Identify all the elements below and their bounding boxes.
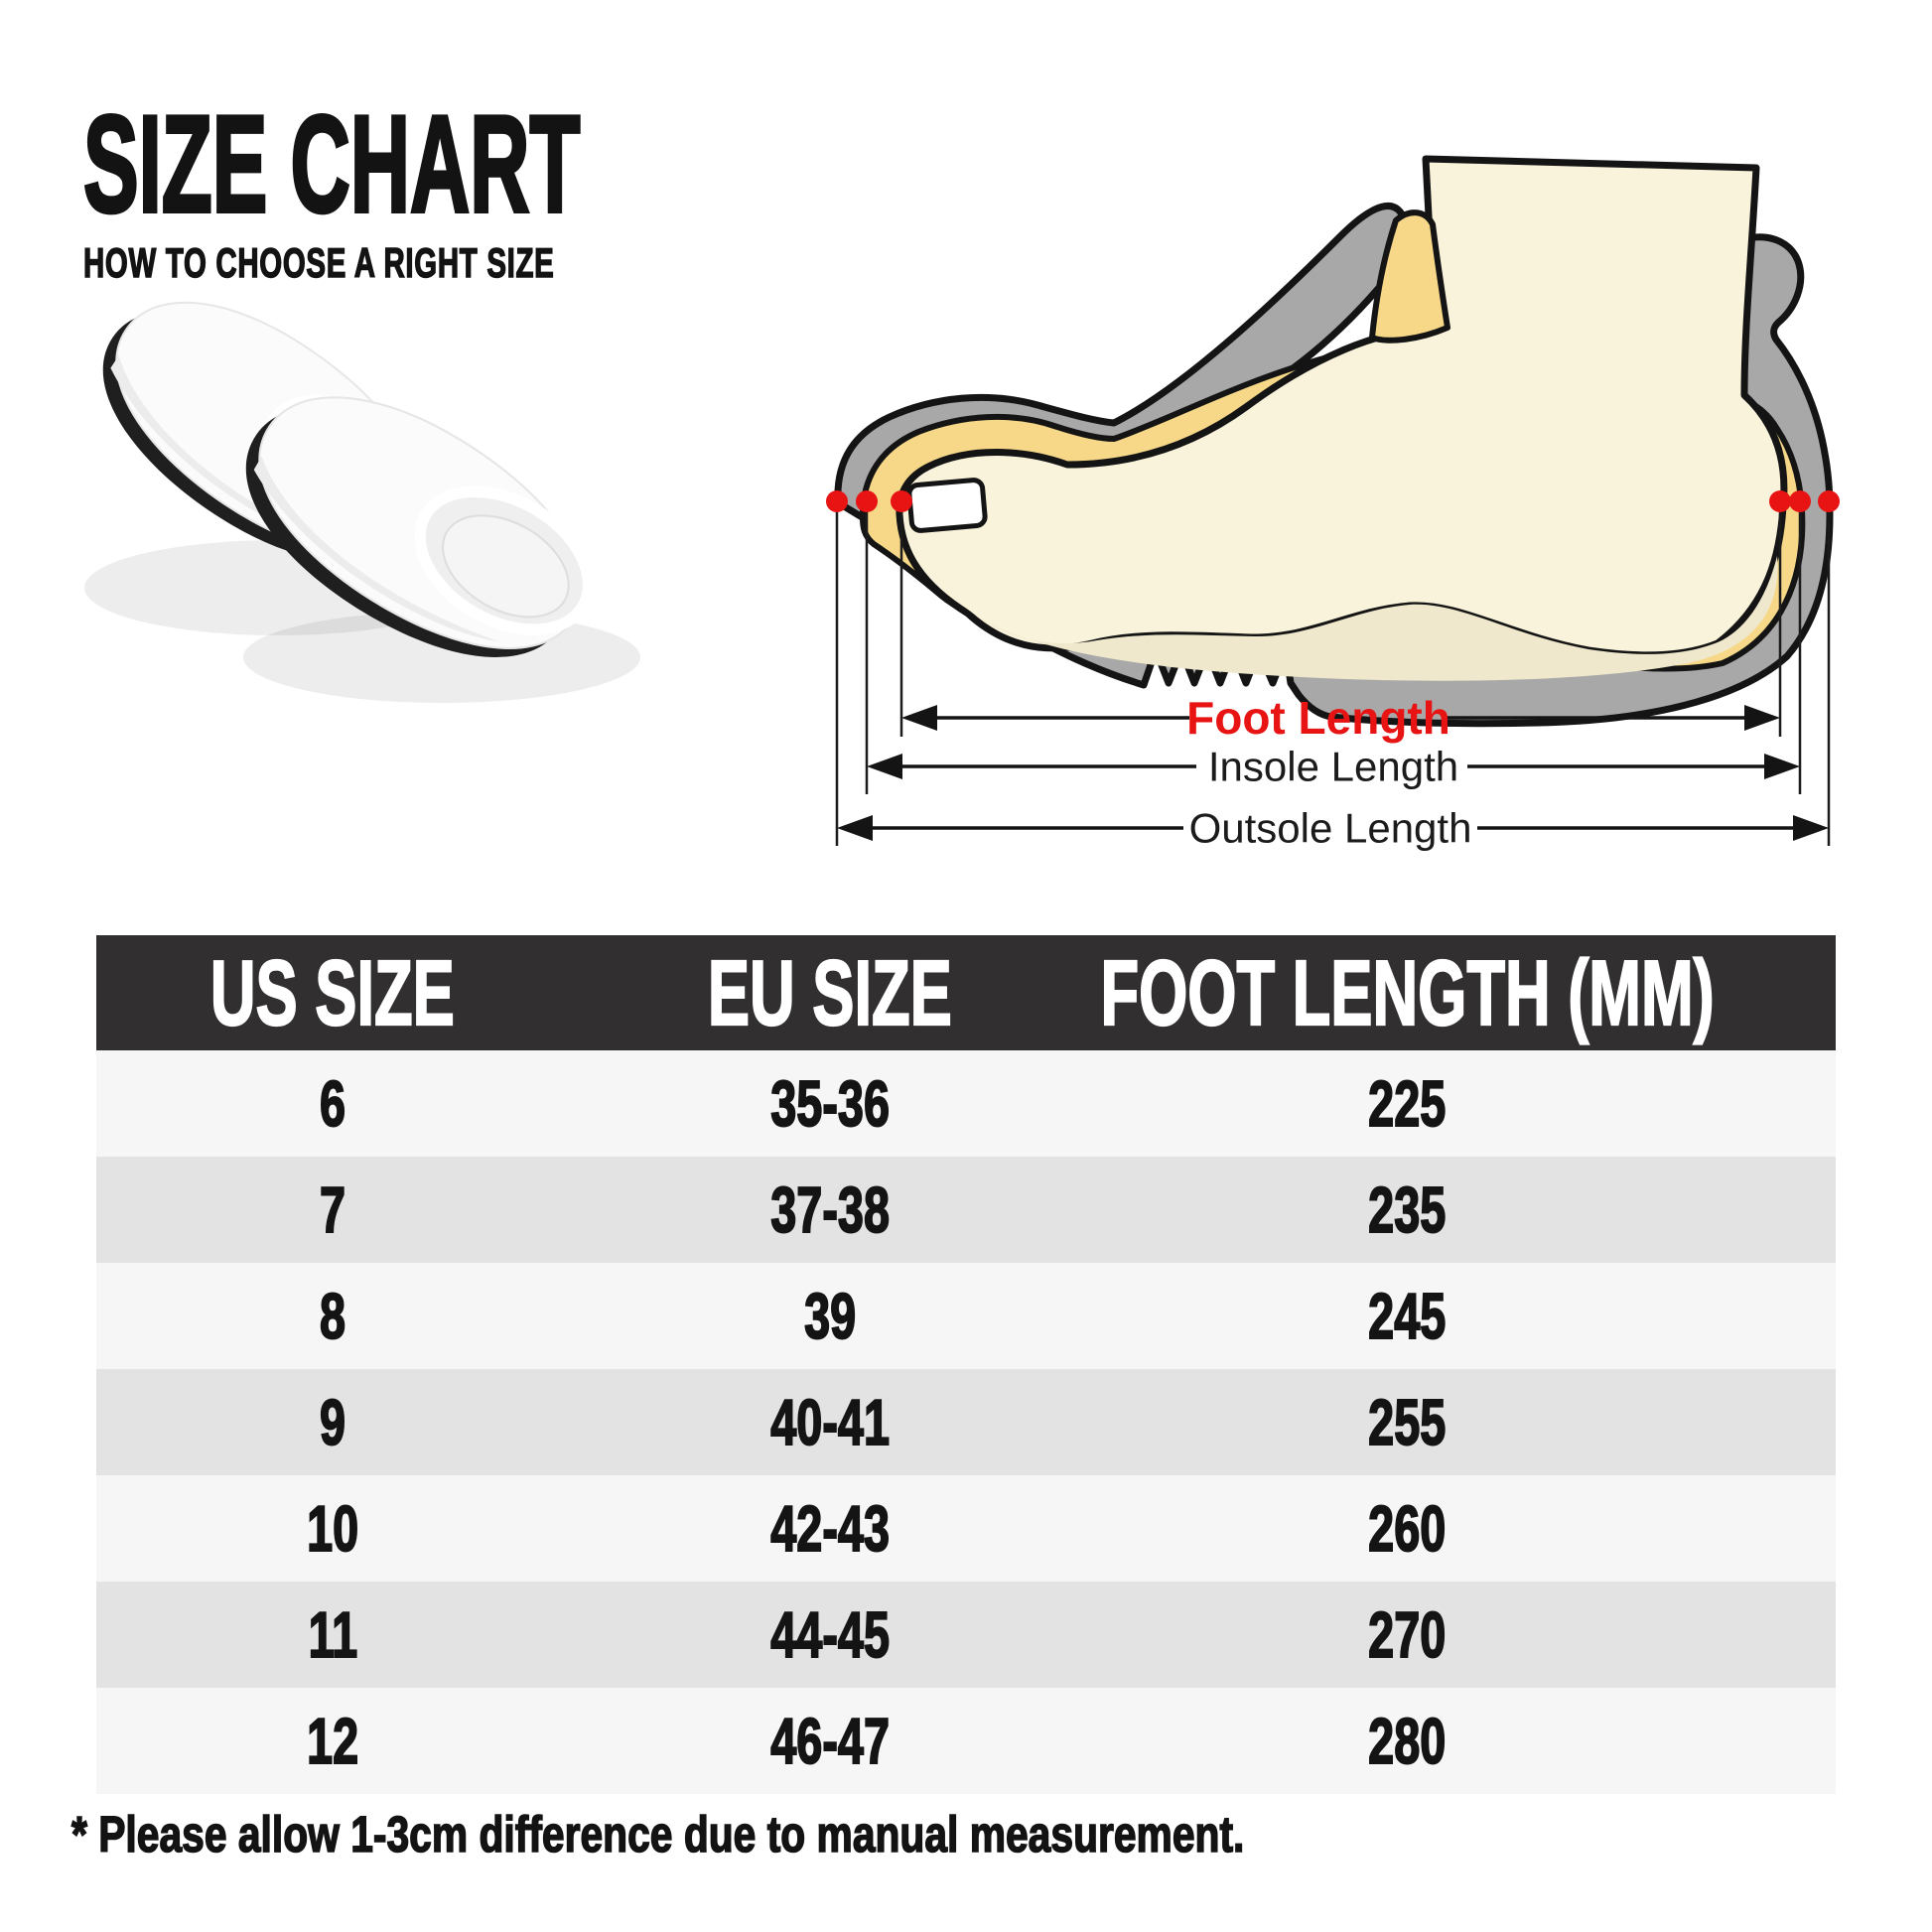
us-size-cell: 9: [320, 1386, 346, 1458]
eu-size-cell: 46-47: [770, 1705, 891, 1777]
foot-length-label: Foot Length: [1186, 692, 1450, 744]
table-row: 11 44-45 270: [96, 1582, 1836, 1688]
insole-length-label: Insole Length: [1208, 744, 1458, 790]
page-title: SIZE CHART: [82, 87, 582, 241]
us-size-cell: 7: [320, 1173, 346, 1246]
product-photo-slippers: [84, 301, 640, 703]
outsole-length-dimension: [837, 815, 1829, 841]
us-size-cell: 8: [320, 1280, 346, 1352]
toenail-shape: [906, 478, 988, 533]
footnote: * Please allow 1-3cm difference due to m…: [70, 1805, 1245, 1863]
foot-length-cell: 225: [1367, 1067, 1447, 1140]
foot-shadow: [953, 556, 1778, 681]
eu-size-cell: 42-43: [770, 1492, 891, 1565]
table-row: 6 35-36 225: [96, 1050, 1836, 1157]
measurement-marker-dots: [826, 490, 1840, 512]
us-size-cell: 6: [320, 1067, 346, 1140]
eu-size-cell: 37-38: [770, 1173, 891, 1246]
us-size-cell: 10: [307, 1492, 360, 1565]
us-size-cell: 12: [307, 1705, 360, 1777]
foot-length-cell: 270: [1367, 1598, 1447, 1671]
page-subtitle: HOW TO CHOOSE A RIGHT SIZE: [82, 239, 555, 286]
slipper-right: [245, 396, 595, 657]
size-table-body: 6 35-36 225 7 37-38 235 8 39 245 9 40-41 255 10 42-43…: [96, 1050, 1836, 1794]
foot-length-cell: 235: [1367, 1173, 1447, 1246]
title-block: SIZE CHART HOW TO CHOOSE A RIGHT SIZE: [82, 87, 911, 286]
foot-length-cell: 245: [1367, 1280, 1447, 1352]
eu-size-cell: 40-41: [770, 1386, 891, 1458]
insole-collar-shape: [1369, 209, 1450, 344]
eu-size-cell: 44-45: [770, 1598, 891, 1671]
measurement-guide-lines: [835, 501, 1831, 846]
eu-size-cell: 39: [804, 1280, 858, 1352]
insole-length-dimension: [867, 754, 1800, 779]
foot-length-cell: 260: [1367, 1492, 1447, 1565]
table-row: 12 46-47 280: [96, 1688, 1836, 1794]
foot-length-cell: 280: [1367, 1705, 1447, 1777]
size-table-header: US SIZE EU SIZE FOOT LENGTH (MM): [96, 935, 1836, 1050]
table-row: 7 37-38 235: [96, 1157, 1836, 1263]
foot-length-dimension: [901, 705, 1780, 731]
header-us-size: US SIZE: [210, 940, 456, 1044]
header-foot-length: FOOT LENGTH (MM): [1099, 940, 1715, 1044]
table-row: 9 40-41 255: [96, 1369, 1836, 1475]
foot-length-cell: 255: [1367, 1386, 1447, 1458]
us-size-cell: 11: [308, 1598, 358, 1671]
table-row: 8 39 245: [96, 1263, 1836, 1369]
header-eu-size: EU SIZE: [708, 940, 953, 1044]
size-table: US SIZE EU SIZE FOOT LENGTH (MM) 6 35-36 2…: [96, 935, 1836, 1794]
table-row: 10 42-43 260: [96, 1475, 1836, 1582]
foot-measurement-diagram: Foot Length Insole Length Outsole Length: [826, 155, 1840, 852]
eu-size-cell: 35-36: [770, 1067, 891, 1140]
outsole-length-label: Outsole Length: [1189, 805, 1472, 852]
